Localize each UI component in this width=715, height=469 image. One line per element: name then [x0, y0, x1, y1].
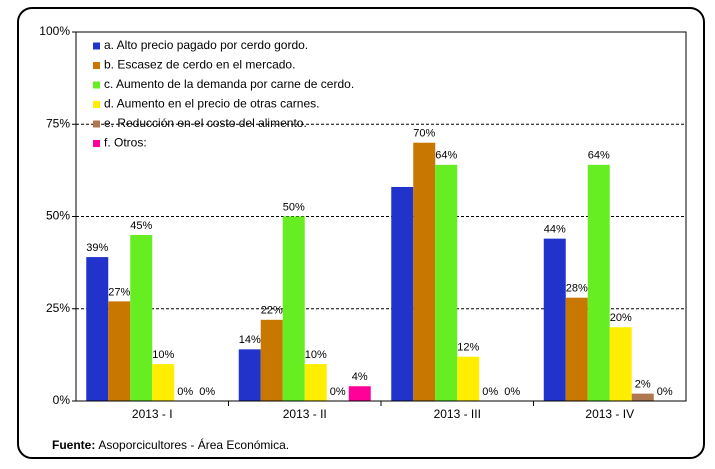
- legend-swatch: [93, 101, 100, 108]
- bar: [152, 364, 175, 401]
- legend-swatch: [93, 42, 100, 50]
- legend-swatch: [93, 81, 100, 89]
- data-label: 64%: [435, 150, 457, 162]
- bar: [238, 349, 261, 401]
- data-label: 45%: [130, 220, 152, 232]
- data-label: 39%: [86, 242, 108, 254]
- bar: [565, 297, 588, 401]
- data-label: 0%: [504, 386, 520, 398]
- y-tick-label: 100%: [39, 24, 70, 38]
- data-label: 22%: [261, 305, 283, 317]
- bar: [282, 216, 305, 401]
- legend-label: c. Aumento de la demanda por carne de ce…: [104, 77, 354, 91]
- x-tick-label: 2013 - II: [283, 407, 327, 421]
- source-label: Fuente:: [52, 438, 95, 452]
- bar: [435, 164, 458, 401]
- bar: [108, 301, 131, 401]
- bar: [348, 386, 371, 401]
- bar: [457, 356, 480, 401]
- source: Fuente: Asoporcicultores - Área Económica…: [52, 437, 289, 452]
- source-text: Asoporcicultores - Área Económica.: [98, 437, 289, 452]
- data-label: 0%: [177, 386, 193, 398]
- y-tick-label: 25%: [46, 301, 70, 315]
- legend-swatch: [93, 140, 100, 147]
- legend-label: a. Alto precio pagado por cerdo gordo.: [104, 38, 308, 52]
- data-label: 44%: [544, 224, 566, 236]
- bar: [413, 142, 436, 401]
- bar: [304, 364, 327, 401]
- data-label: 4%: [352, 371, 368, 383]
- bar: [609, 327, 632, 401]
- y-tick-label: 0%: [53, 393, 71, 407]
- data-label: 64%: [588, 150, 610, 162]
- data-label: 0%: [199, 386, 215, 398]
- bar: [587, 164, 610, 401]
- data-label: 20%: [610, 312, 632, 324]
- bar: [86, 257, 109, 401]
- bar: [391, 186, 414, 401]
- data-label: 70%: [413, 128, 435, 140]
- data-label: 10%: [305, 349, 327, 361]
- legend-label: b. Escasez de cerdo en el mercado.: [104, 58, 295, 72]
- legend-swatch: [93, 120, 100, 128]
- x-tick-label: 2013 - I: [132, 407, 173, 421]
- legend-label: f. Otros:: [104, 136, 147, 150]
- data-label: 14%: [239, 334, 261, 346]
- x-tick-label: 2013 - III: [434, 407, 481, 421]
- y-tick-label: 50%: [46, 209, 70, 223]
- bar: [130, 234, 153, 401]
- bar: [260, 319, 283, 401]
- legend-label: e. Reducción en el costo del alimento.: [104, 116, 307, 130]
- x-tick-label: 2013 - IV: [585, 407, 634, 421]
- data-label: 0%: [330, 386, 346, 398]
- data-label: 2%: [635, 379, 651, 391]
- y-tick-label: 75%: [46, 116, 70, 130]
- data-label: 10%: [152, 349, 174, 361]
- legend-swatch: [93, 62, 100, 69]
- legend-label: d. Aumento en el precio de otras carnes.: [104, 97, 319, 111]
- bar: [543, 238, 566, 401]
- data-label: 27%: [108, 286, 130, 298]
- data-label: 0%: [482, 386, 498, 398]
- bar: [631, 393, 654, 401]
- data-label: 28%: [566, 283, 588, 295]
- data-label: 0%: [657, 386, 673, 398]
- data-label: 50%: [283, 201, 305, 213]
- data-label: 12%: [457, 342, 479, 354]
